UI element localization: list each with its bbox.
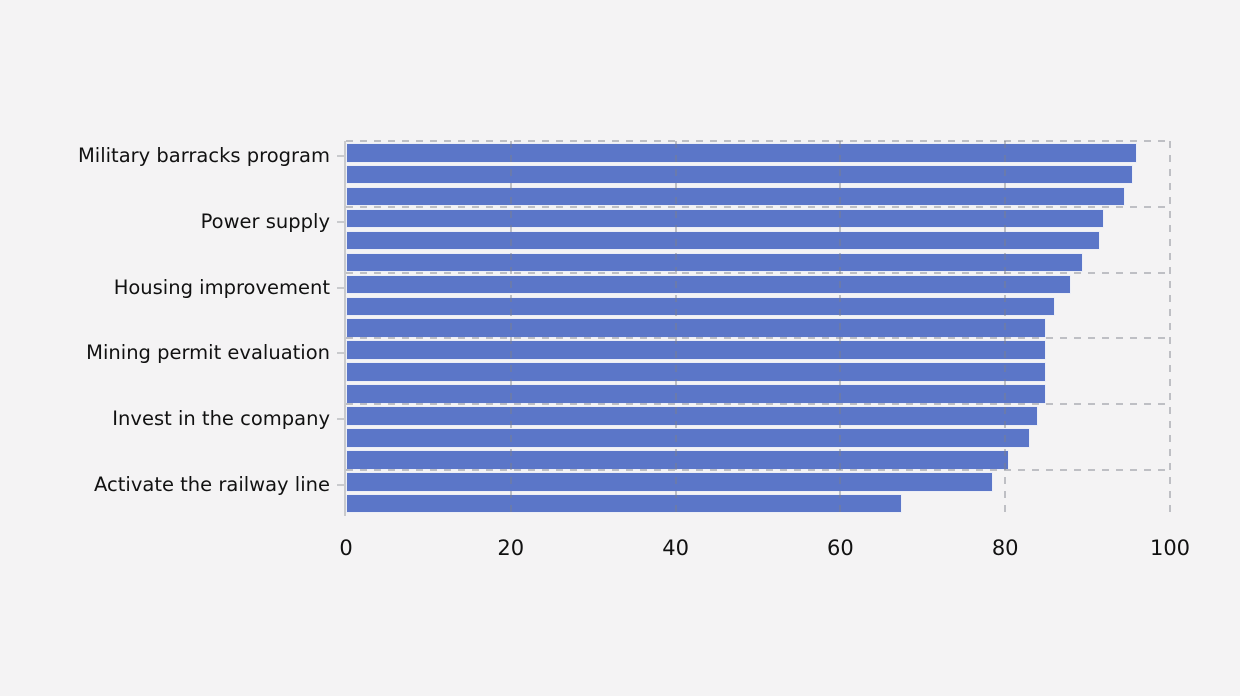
bar	[346, 252, 1084, 273]
plot-area	[344, 140, 1171, 516]
y-axis-tick	[337, 483, 346, 486]
gridline-horizontal	[346, 140, 1170, 142]
bar	[346, 406, 1039, 426]
gridline-vertical	[1004, 141, 1007, 516]
x-axis-tick-label: 60	[827, 536, 854, 560]
gridline-horizontal	[346, 337, 1170, 340]
bar	[346, 186, 1125, 207]
gridline-vertical	[674, 141, 677, 516]
y-axis-tick	[337, 154, 346, 157]
bar	[346, 164, 1133, 185]
bar	[346, 230, 1100, 251]
bar	[346, 143, 1138, 163]
bar	[346, 362, 1047, 382]
bar	[346, 450, 1010, 470]
x-axis-tick-label: 100	[1149, 536, 1191, 560]
x-axis-tick-label: 80	[991, 536, 1019, 560]
bar	[346, 274, 1072, 295]
y-axis-tick	[337, 418, 346, 421]
gridline-horizontal	[346, 469, 1170, 471]
gridline-vertical	[839, 141, 842, 516]
gridline-horizontal	[346, 205, 1170, 208]
y-axis-label: Activate the railway line	[94, 472, 330, 496]
bar	[346, 428, 1030, 448]
y-axis-label: Invest in the company	[112, 407, 330, 431]
x-axis-tick-label: 0	[339, 536, 353, 560]
bar	[346, 296, 1055, 317]
y-axis-label: Power supply	[200, 209, 330, 233]
bar	[346, 340, 1047, 360]
gridline-vertical	[1169, 141, 1171, 516]
y-axis-tick	[337, 352, 346, 355]
bar	[346, 472, 993, 492]
gridline-horizontal	[346, 403, 1170, 406]
y-axis-spine	[344, 141, 346, 516]
y-axis-label: Military barracks program	[77, 143, 330, 167]
bar	[346, 384, 1047, 404]
x-axis-tick-label: 20	[497, 536, 525, 560]
gridline-horizontal	[346, 271, 1170, 274]
y-axis-tick	[337, 220, 346, 223]
bar	[346, 318, 1047, 338]
bar	[346, 208, 1105, 229]
y-axis-label: Mining permit evaluation	[86, 341, 330, 365]
bar	[346, 493, 903, 514]
y-axis-label: Housing improvement	[113, 275, 330, 299]
x-axis-tick-label: 40	[662, 536, 689, 560]
gridline-vertical	[509, 141, 512, 516]
y-axis-tick	[337, 286, 346, 289]
